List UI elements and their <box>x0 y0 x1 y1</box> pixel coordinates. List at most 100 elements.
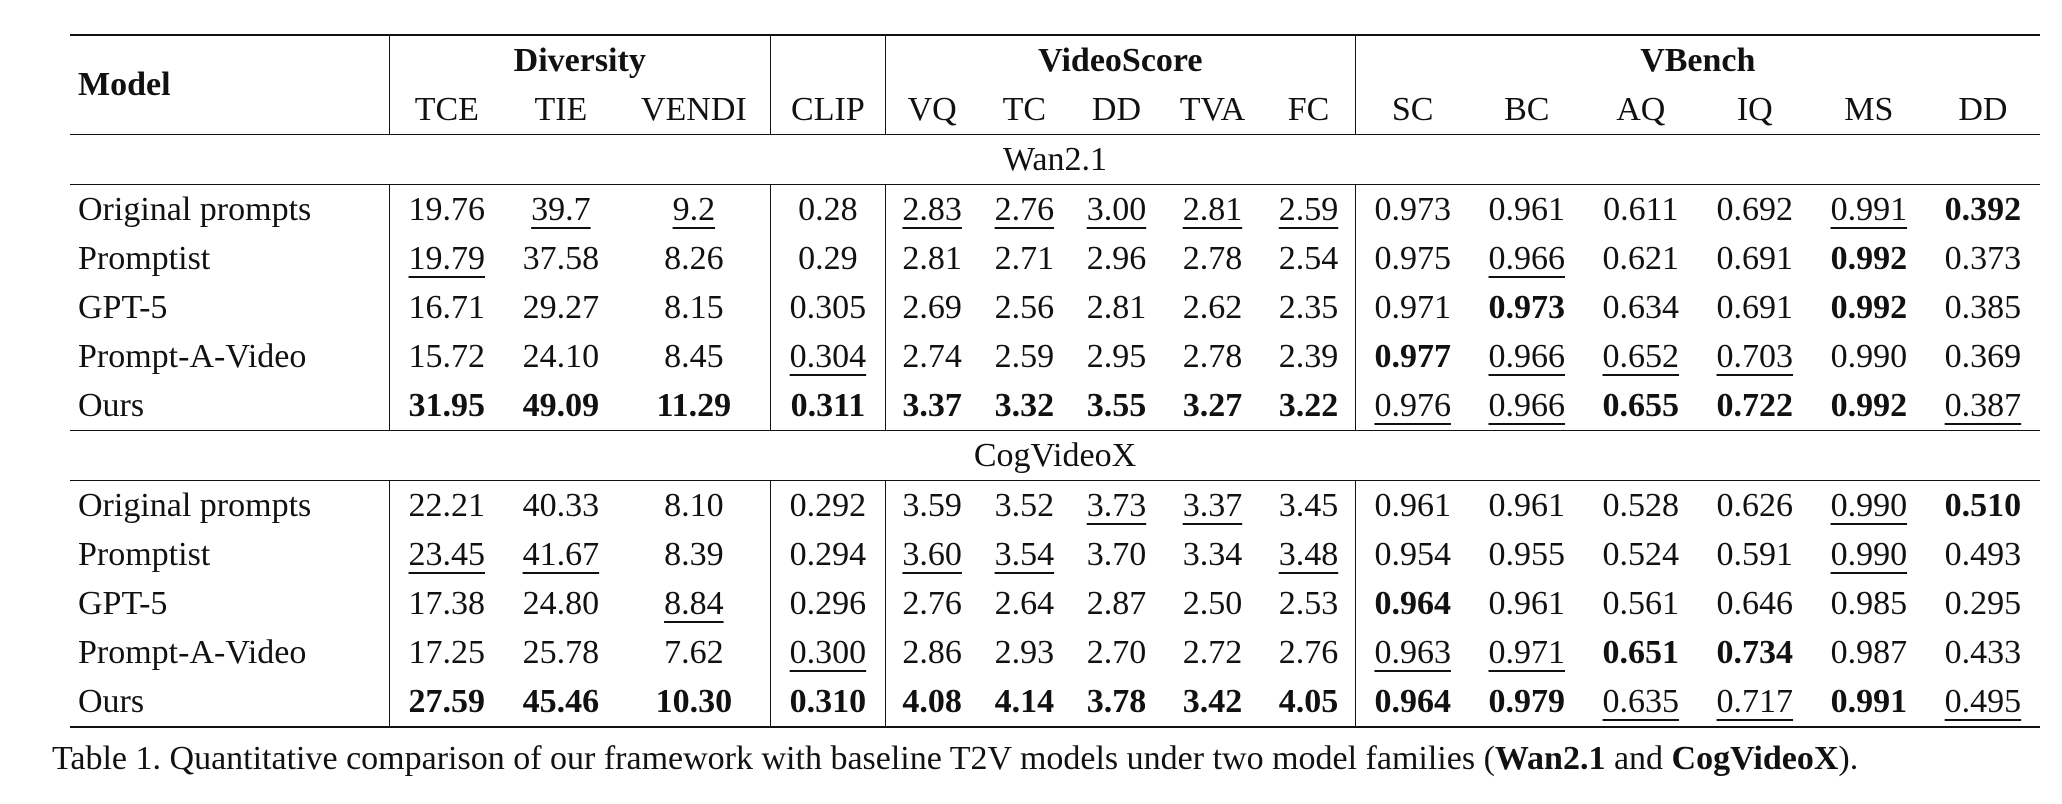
value-cell: 0.524 <box>1584 530 1698 579</box>
value-cell: 2.54 <box>1262 234 1356 283</box>
value-cell: 8.45 <box>617 332 771 381</box>
value-cell: 0.964 <box>1355 677 1470 727</box>
value-text: 0.385 <box>1944 288 2022 326</box>
value-text: 0.493 <box>1944 535 2022 573</box>
value-cell: 4.08 <box>886 677 979 727</box>
value-cell: 17.38 <box>389 579 504 628</box>
value-cell: 2.59 <box>1262 184 1356 234</box>
value-cell: 0.961 <box>1470 579 1584 628</box>
model-name-cell: GPT-5 <box>70 579 390 628</box>
value-cell: 8.10 <box>617 480 771 530</box>
value-text: 0.510 <box>1944 486 2022 524</box>
model-name-cell: Original prompts <box>70 184 390 234</box>
value-text: 24.10 <box>522 337 600 375</box>
value-text: 49.09 <box>522 386 600 424</box>
value-cell: 3.27 <box>1163 381 1263 431</box>
value-text: 0.975 <box>1374 239 1451 277</box>
table-row: Original prompts 22.21 40.33 8.10 0.292 3.59 3… <box>70 480 2040 531</box>
value-text: 0.651 <box>1602 633 1680 671</box>
value-cell: 2.76 <box>886 579 979 628</box>
value-cell: 41.67 <box>504 530 618 579</box>
table-row: GPT-5 17.38 24.80 8.84 0.296 2.76 2.64 2.87 2.50… <box>70 579 2040 628</box>
value-text: 2.50 <box>1182 584 1243 622</box>
table-caption: Table 1. Quantitative comparison of our … <box>52 739 2042 780</box>
value-cell: 8.84 <box>617 579 771 628</box>
value-cell: 0.652 <box>1584 332 1698 381</box>
value-cell: 0.692 <box>1698 185 1812 235</box>
value-text: 0.373 <box>1944 239 2022 277</box>
value-text: 7.62 <box>664 633 724 671</box>
value-text: 3.27 <box>1182 386 1243 424</box>
value-text: 0.991 <box>1830 682 1908 720</box>
value-cell: 2.83 <box>886 185 979 235</box>
value-text: 2.76 <box>994 190 1055 228</box>
value-cell: 0.961 <box>1355 481 1470 531</box>
value-text: 0.966 <box>1488 239 1566 277</box>
clip-group-spacer <box>770 35 887 85</box>
value-text: 15.72 <box>408 337 486 375</box>
value-text: 2.35 <box>1278 288 1339 326</box>
value-text: 19.76 <box>408 190 486 228</box>
model-name-cell: Promptist <box>70 530 390 579</box>
column-header: DD <box>1091 90 1142 128</box>
value-cell: 0.992 <box>1812 381 1926 431</box>
value-cell: 0.294 <box>770 530 887 579</box>
table-row: GPT-5 16.71 29.27 8.15 0.305 2.69 2.56 2.81 2.62… <box>70 283 2040 332</box>
model-name-cell: Prompt-A-Video <box>70 332 390 381</box>
value-cell: 0.651 <box>1584 628 1698 677</box>
value-cell: 0.385 <box>1926 283 2040 332</box>
value-text: 17.25 <box>408 633 486 671</box>
value-text: 16.71 <box>408 288 486 326</box>
value-cell: 2.78 <box>1163 332 1263 381</box>
value-cell: 2.62 <box>1163 283 1263 332</box>
value-cell: 0.528 <box>1584 481 1698 531</box>
value-cell: 49.09 <box>504 381 618 431</box>
value-text: 9.2 <box>672 190 716 228</box>
value-cell: 2.64 <box>978 579 1070 628</box>
value-cell: 2.39 <box>1262 332 1356 381</box>
value-text: 0.963 <box>1374 633 1451 671</box>
value-text: 0.692 <box>1716 190 1794 228</box>
value-text: 3.78 <box>1086 682 1147 720</box>
value-text: 2.93 <box>994 633 1055 671</box>
value-text: 45.46 <box>522 682 600 720</box>
value-text: 0.961 <box>1488 584 1566 622</box>
value-text: 2.64 <box>994 584 1055 622</box>
column-header: TIE <box>534 90 588 128</box>
value-cell: 0.634 <box>1584 283 1698 332</box>
value-cell: 0.975 <box>1355 234 1470 283</box>
value-text: 0.722 <box>1716 386 1794 424</box>
value-cell: 8.26 <box>617 234 771 283</box>
results-table: Model Diversity VideoScore VBench TCE TIE… <box>70 34 2040 728</box>
value-text: 3.00 <box>1086 190 1147 228</box>
value-text: 0.985 <box>1830 584 1908 622</box>
value-cell: 3.37 <box>886 381 979 431</box>
column-header: VENDI <box>617 85 771 135</box>
column-header: VQ <box>907 90 957 128</box>
value-cell: 2.76 <box>978 185 1070 235</box>
value-cell: 8.39 <box>617 530 771 579</box>
column-header: DD <box>1958 90 2008 128</box>
value-cell: 0.979 <box>1470 677 1584 727</box>
value-text: 2.72 <box>1182 633 1243 671</box>
value-cell: 0.433 <box>1926 628 2040 677</box>
value-cell: 10.30 <box>617 677 771 727</box>
value-cell: 0.722 <box>1698 381 1812 431</box>
value-text: 0.734 <box>1716 633 1794 671</box>
value-cell: 0.991 <box>1812 185 1926 235</box>
value-cell: 15.72 <box>389 332 504 381</box>
value-text: 2.59 <box>1278 190 1339 228</box>
value-cell: 0.990 <box>1812 332 1926 381</box>
value-cell: 2.78 <box>1163 234 1263 283</box>
value-text: 0.29 <box>798 239 858 277</box>
value-text: 23.45 <box>408 535 486 573</box>
caption-family-1: Wan2.1 <box>1494 740 1606 777</box>
value-cell: 24.80 <box>504 579 618 628</box>
column-header: CLIP <box>770 85 887 135</box>
table-row: Promptist 23.45 41.67 8.39 0.294 3.60 3.54 3.70… <box>70 530 2040 579</box>
value-cell: 0.964 <box>1355 579 1470 628</box>
value-cell: 0.963 <box>1355 628 1470 677</box>
value-text: 11.29 <box>656 386 732 424</box>
value-text: 2.78 <box>1182 337 1243 375</box>
value-text: 0.966 <box>1488 386 1566 424</box>
